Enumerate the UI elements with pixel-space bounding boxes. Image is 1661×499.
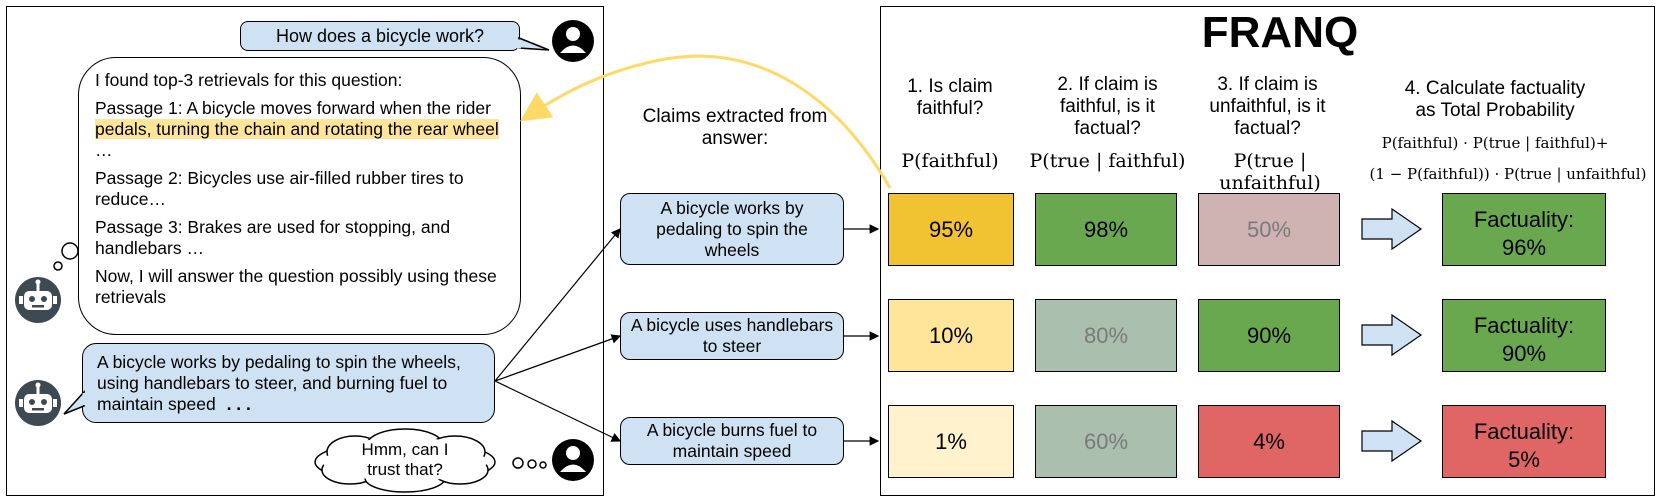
user-question-tail xyxy=(518,36,550,51)
claim-3-text: A bicycle burns fuel to maintain speed xyxy=(646,420,818,461)
answer-to-claim1-arrow xyxy=(494,228,621,382)
franq-title: FRANQ xyxy=(1201,8,1359,57)
thought-dot-small xyxy=(53,261,63,271)
row1-true-faithful: 98% xyxy=(1035,193,1177,266)
row2-factuality-label: Factuality: xyxy=(1473,313,1575,338)
claim-2-text: A bicycle uses handlebars to steer xyxy=(630,315,834,356)
claim-2: A bicycle uses handlebars to steer xyxy=(620,312,844,360)
user-doubt-text: Hmm, can I trust that? xyxy=(361,440,449,479)
passage-1-highlight: pedals, turning the chain and rotating t… xyxy=(95,119,499,139)
row2-faithful: 10% xyxy=(888,299,1014,372)
row1-factuality: Factuality: 96% xyxy=(1442,193,1606,266)
retrieval-bubble: I found top-3 retrievals for this questi… xyxy=(78,57,521,335)
row3-true-faithful: 60% xyxy=(1035,405,1177,478)
row1-faithful: 95% xyxy=(888,193,1014,266)
row3-faithful: 1% xyxy=(888,405,1014,478)
row2-block-arrow xyxy=(1361,313,1423,357)
evidence-link-arrow xyxy=(519,54,892,189)
claim-3: A bicycle burns fuel to maintain speed xyxy=(620,417,844,465)
answer-to-claim2-arrow xyxy=(494,334,622,382)
claim-1: A bicycle works by pedaling to spin the … xyxy=(620,193,844,265)
col4-formula-line1: P(faithful) · P(true | faithful)+ xyxy=(1381,134,1609,152)
answer-tail xyxy=(63,390,85,415)
col4-title: 4. Calculate factuality as Total Probabi… xyxy=(1404,78,1586,121)
col2-title: 2. If claim is faithful, is it factual? xyxy=(1057,74,1158,139)
col1-title: 1. Is claim faithful? xyxy=(907,76,993,119)
row1-block-arrow xyxy=(1361,207,1423,251)
retrieval-intro: I found top-3 retrievals for this questi… xyxy=(95,70,403,90)
row2-true-unfaithful: 90% xyxy=(1198,299,1340,372)
user-question-text: How does a bicycle work? xyxy=(275,25,485,46)
answer-ellipsis: . . . xyxy=(226,394,251,414)
row3-factuality-label: Factuality: xyxy=(1473,419,1575,444)
passage-1: Passage 1: A bicycle moves forward when … xyxy=(95,98,504,161)
passage-2: Passage 2: Bicycles use air-filled rubbe… xyxy=(95,168,464,209)
row2-factuality: Factuality: 90% xyxy=(1442,299,1606,372)
robot-icon xyxy=(15,277,61,323)
passage-1-ellipsis: … xyxy=(95,140,113,160)
cloud-dot-3 xyxy=(539,461,547,469)
claim-1-text: A bicycle works by pedaling to spin the … xyxy=(656,197,808,260)
row2-true-faithful: 80% xyxy=(1035,299,1177,372)
doubt-cloud xyxy=(314,428,496,493)
answer-text: A bicycle works by pedaling to spin the … xyxy=(97,352,461,414)
passage-3: Passage 3: Brakes are used for stopping,… xyxy=(95,217,451,258)
claims-header: Claims extracted from answer: xyxy=(642,106,828,149)
row1-factuality-label: Factuality: xyxy=(1473,207,1575,232)
passage-1-text: Passage 1: A bicycle moves forward when … xyxy=(95,98,491,118)
row3-true-unfaithful: 4% xyxy=(1198,405,1340,478)
thought-dot-large xyxy=(61,242,79,260)
col2-formula: P(true | faithful) xyxy=(1029,150,1186,172)
col3-title: 3. If claim is unfaithful, is it factual… xyxy=(1209,74,1326,139)
row3-block-arrow xyxy=(1361,419,1423,463)
row1-factuality-value: 96% xyxy=(1501,235,1547,260)
row3-factuality: Factuality: 5% xyxy=(1442,405,1606,478)
col3-formula: P(true | unfaithful) xyxy=(1219,150,1321,194)
cloud-dot-1 xyxy=(512,457,524,469)
user-avatar-bottom-icon xyxy=(552,439,594,481)
cloud-dot-2 xyxy=(527,459,537,469)
col4-formula-line2: (1 − P(faithful)) · P(true | unfaithful) xyxy=(1369,165,1647,183)
retrieval-outro: Now, I will answer the question possibly… xyxy=(95,266,497,307)
row1-true-unfaithful: 50% xyxy=(1198,193,1340,266)
answer-bubble: A bicycle works by pedaling to spin the … xyxy=(82,343,495,423)
user-question-bubble: How does a bicycle work? xyxy=(240,21,520,51)
answer-to-claim3-arrow xyxy=(494,380,622,442)
row2-factuality-value: 90% xyxy=(1501,341,1547,366)
row3-factuality-value: 5% xyxy=(1508,447,1540,472)
user-avatar-icon xyxy=(552,20,594,62)
col1-formula: P(faithful) xyxy=(901,150,999,172)
robot-answer-icon xyxy=(15,380,61,426)
